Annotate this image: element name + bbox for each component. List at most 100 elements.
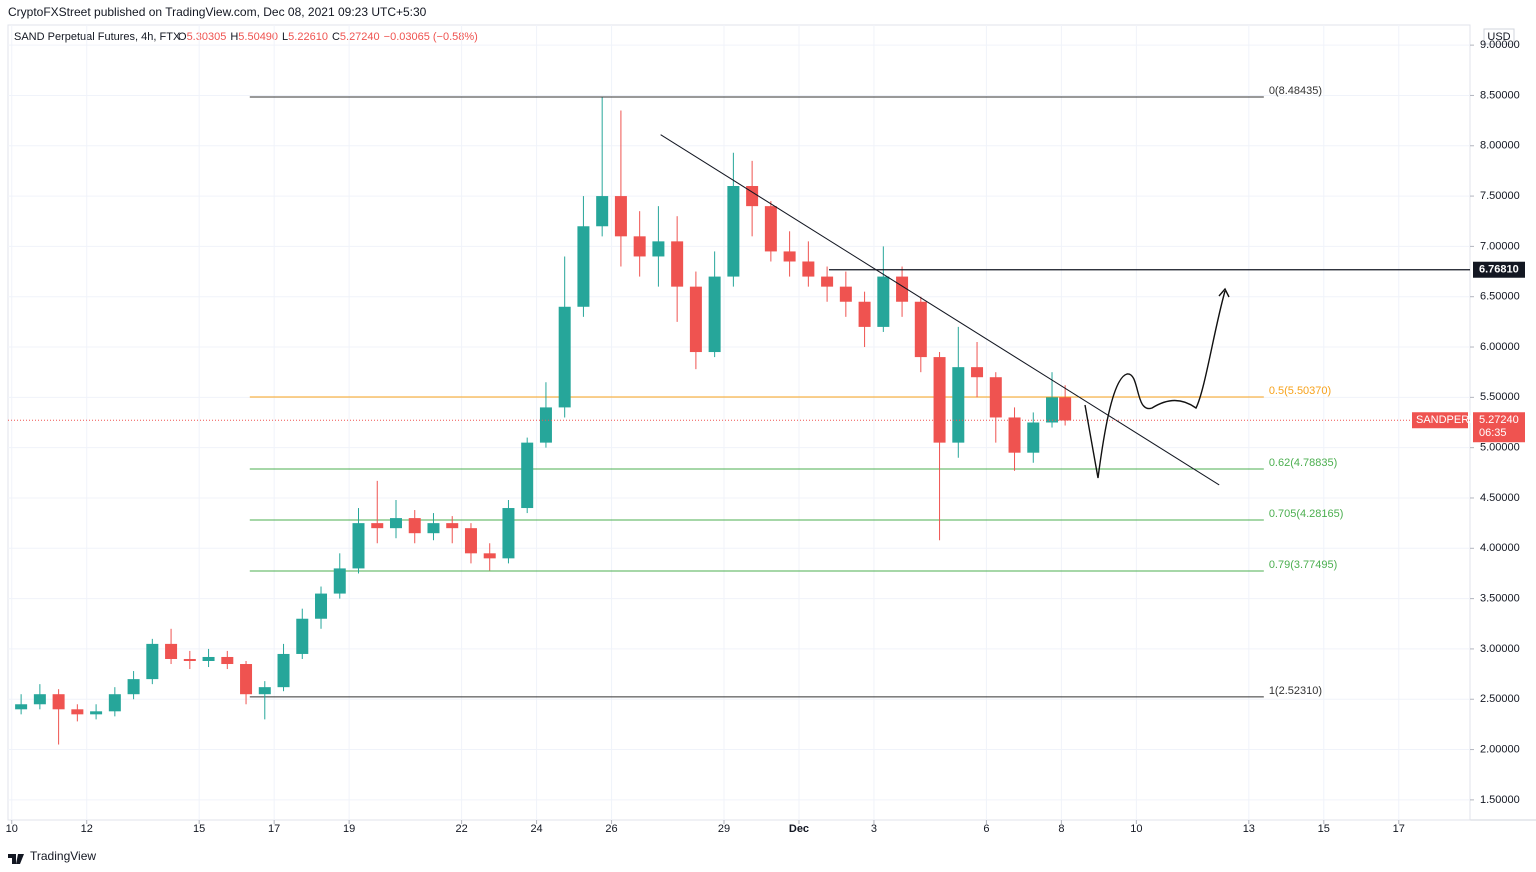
y-tick-label: 1.50000 (1480, 794, 1520, 806)
candle-body (671, 241, 684, 287)
candle-body (633, 236, 646, 257)
candle-body (952, 367, 965, 443)
fib-label: 0.62(4.78835) (1269, 457, 1338, 469)
y-tick-label: 8.00000 (1480, 140, 1520, 152)
x-tick-label: 10 (6, 823, 18, 835)
currency: USD (1487, 31, 1510, 43)
candle-body (577, 226, 590, 307)
x-tick-label: 29 (718, 823, 730, 835)
candle-body (315, 593, 328, 619)
marks: 0(8.48435) 0.5(5.50370) 0.62(4.78835) 0.705… (8, 85, 1470, 745)
fib-label: 0.79(3.77495) (1269, 559, 1338, 571)
ohlc: O5.30305 H5.50490 L5.22610 C5.27240 −0.03065… (178, 31, 478, 43)
candle-body (989, 377, 1002, 418)
y-tick-label: 2.50000 (1480, 693, 1520, 705)
y-tick-label: 5.50000 (1480, 391, 1520, 403)
x-tick-label: 13 (1243, 823, 1255, 835)
x-tick-label: 6 (983, 823, 989, 835)
ohlc-part: 5.50490 (238, 31, 278, 43)
candle-body (108, 694, 121, 712)
x-tick-label: 17 (268, 823, 280, 835)
forecast-path (1084, 290, 1226, 479)
candle-body (446, 523, 459, 529)
ohlc-part: 5.27240 (340, 31, 380, 43)
candle-body (277, 653, 290, 688)
candle-body (652, 241, 665, 257)
fib-label: 0(8.48435) (1269, 85, 1322, 97)
publisher: CryptoFXStreet published on TradingView.… (8, 5, 427, 19)
x-tick-label: 22 (455, 823, 467, 835)
ohlc-part: H (230, 31, 238, 43)
y-tick-label: 8.50000 (1480, 89, 1520, 101)
candle-body (539, 407, 552, 443)
fib-label: 0.5(5.50370) (1269, 385, 1331, 397)
price-label: 5.27240 (1479, 414, 1519, 426)
fib-label: 0.705(4.28165) (1269, 508, 1344, 520)
candle-body (202, 656, 215, 661)
y-tick-label: 4.50000 (1480, 492, 1520, 504)
candle-body (352, 523, 365, 569)
candle-body (483, 553, 496, 559)
x-tick-label: 17 (1393, 823, 1405, 835)
candle-body (165, 643, 178, 659)
countdown-label: 06:35 (1479, 427, 1507, 439)
x-tick-label: 10 (1130, 823, 1142, 835)
x-tick-label: 15 (193, 823, 205, 835)
candle-body (427, 523, 440, 534)
currency-box (1483, 28, 1515, 45)
candle-body (146, 643, 159, 680)
candle-body (839, 286, 852, 302)
price-box (1473, 412, 1525, 443)
candle-body (240, 664, 253, 695)
candle-body (371, 523, 384, 529)
candle-body (408, 518, 421, 534)
candle-body (614, 196, 627, 237)
y-tick-label: 5.00000 (1480, 442, 1520, 454)
y-tick-label: 3.00000 (1480, 643, 1520, 655)
x-tick-label: Dec (789, 823, 809, 835)
ohlc-part: O (178, 31, 187, 43)
candle-body (1046, 397, 1059, 423)
candle-body (933, 357, 946, 443)
y-tick-label: 9.00000 (1480, 39, 1520, 51)
candle-body (258, 687, 271, 695)
candle-body (764, 206, 777, 252)
x-tick-label: 24 (530, 823, 542, 835)
symbol: SAND Perpetual Futures, 4h, FTX (14, 31, 181, 43)
y-tick-label: 4.00000 (1480, 542, 1520, 554)
x-tick-label: 3 (871, 823, 877, 835)
x-tick-label: 19 (343, 823, 355, 835)
ohlc-part: −0.03065 (−0.58%) (384, 31, 478, 43)
candle-body (90, 711, 103, 715)
candle-body (971, 367, 984, 378)
y-tick-label: 7.00000 (1480, 240, 1520, 252)
candle-body (15, 704, 28, 710)
logo (8, 854, 24, 864)
candle-body (521, 442, 534, 509)
candle-body (727, 186, 740, 277)
candle-body (1059, 397, 1072, 421)
y-tick-label: 6.50000 (1480, 291, 1520, 303)
symbol-label: SANDPERP (1416, 414, 1477, 426)
candle-body (877, 276, 890, 327)
candle-body (802, 261, 815, 277)
candle-body (783, 251, 796, 262)
candle-body (296, 618, 309, 654)
x-tick-label: 12 (81, 823, 93, 835)
ohlc-part: C (332, 31, 340, 43)
candle-body (389, 518, 402, 529)
candle-body (183, 658, 196, 661)
candle-body (1027, 422, 1040, 453)
ohlc-part: 5.22610 (288, 31, 328, 43)
ohlc-part: L (282, 31, 288, 43)
candle-body (596, 196, 609, 227)
plot-frame (7, 24, 1471, 821)
candle-body (127, 679, 140, 695)
fib-label: 1(2.52310) (1269, 685, 1322, 697)
y-tick-label: 6.00000 (1480, 341, 1520, 353)
candle-body (914, 301, 927, 358)
candle-body (858, 301, 871, 327)
candle-body (746, 186, 759, 207)
